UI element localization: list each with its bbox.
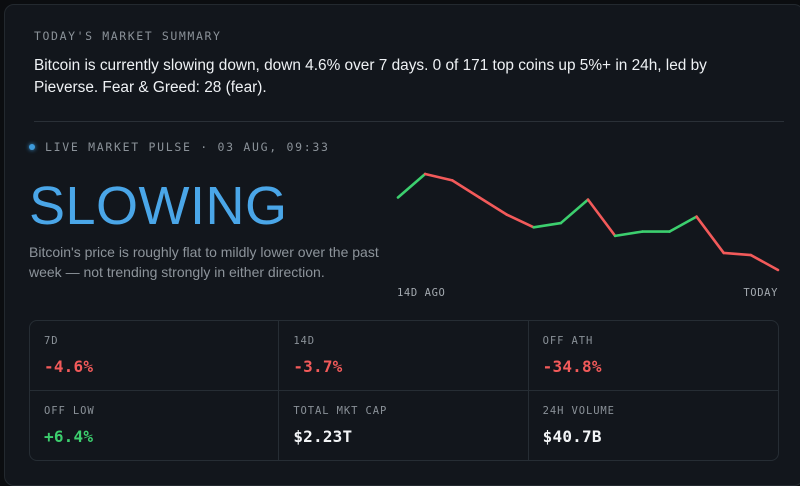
sparkline-segment <box>505 213 536 229</box>
sparkline-segment <box>695 215 726 255</box>
chart-start-label: 14D AGO <box>397 287 446 299</box>
sparkline-segment <box>586 198 617 238</box>
market-state-description: Bitcoin's price is roughly flat to mildl… <box>29 244 379 280</box>
sparkline-segment <box>478 196 508 216</box>
sparkline-segment <box>668 215 698 233</box>
pulse-label: LIVE MARKET PULSE · 03 AUG, 09:33 <box>45 140 330 154</box>
live-indicator-dot <box>29 144 35 150</box>
sparkline-segment <box>722 251 753 257</box>
pulse-header: LIVE MARKET PULSE · 03 AUG, 09:33 <box>29 139 330 155</box>
sparkline-segment <box>559 198 590 225</box>
section-divider <box>34 121 784 122</box>
sparkline-segment <box>532 221 563 229</box>
sparkline-segment <box>613 230 644 238</box>
stat-value: $2.23T <box>293 426 353 446</box>
summary-section-label: TODAY'S MARKET SUMMARY <box>34 29 222 43</box>
summary-text: Bitcoin is currently slowing down, down … <box>34 57 707 96</box>
stat-cell: TOTAL MKT CAP $2.23T <box>279 390 529 460</box>
stat-cell: 14D -3.7% <box>279 321 529 391</box>
sparkline-segment <box>450 179 481 199</box>
stat-label: 24H VOLUME <box>542 404 615 417</box>
market-summary-card: TODAY'S MARKET SUMMARY Bitcoin is curren… <box>4 4 800 486</box>
stat-value: -34.8% <box>542 357 602 376</box>
stat-value: -3.7% <box>293 357 343 376</box>
stat-cell: 7D -4.6% <box>30 321 280 391</box>
stat-value: $40.7B <box>542 426 602 446</box>
stat-label: 14D <box>293 335 315 347</box>
stat-label: 7D <box>44 335 59 347</box>
sparkline-segment <box>423 172 454 182</box>
stat-label: OFF ATH <box>542 335 594 347</box>
chart-end-label: TODAY <box>743 287 778 299</box>
stat-value: -4.6% <box>44 357 94 376</box>
stat-cell: OFF ATH -34.8% <box>528 321 778 391</box>
sparkline-segment <box>396 172 427 199</box>
stats-grid: 7D -4.6% 14D -3.7% OFF ATH -34.8% OFF LO… <box>29 320 779 461</box>
stat-value: +6.4% <box>44 426 94 446</box>
stat-cell: 24H VOLUME $40.7B <box>529 391 778 461</box>
stat-label: OFF LOW <box>44 404 95 417</box>
sparkline-segment <box>749 253 780 272</box>
price-sparkline-chart <box>396 172 780 272</box>
stat-cell: OFF LOW +6.4% <box>30 390 280 460</box>
stat-label: TOTAL MKT CAP <box>293 404 388 417</box>
market-state-headline: SLOWING <box>29 176 288 236</box>
